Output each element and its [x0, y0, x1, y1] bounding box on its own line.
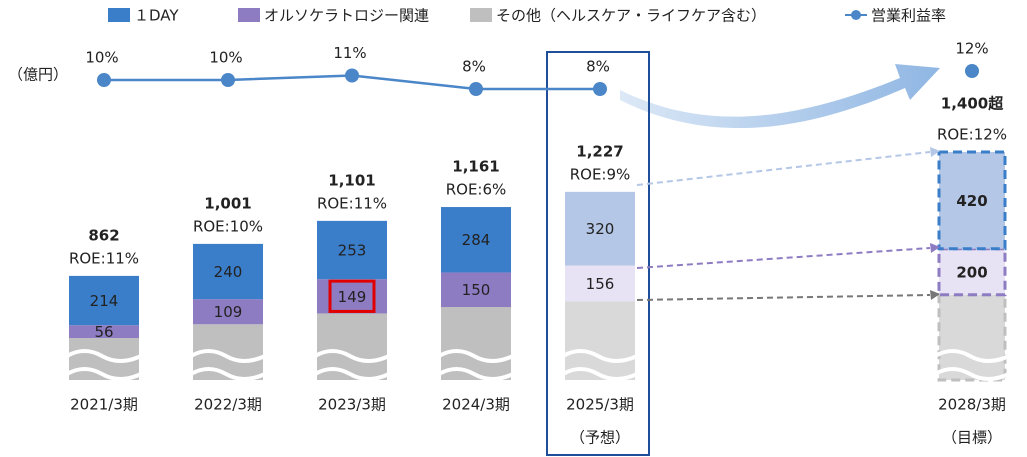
axis-break: [562, 367, 638, 381]
bar-segment: [193, 299, 263, 325]
total-label: 1,101: [328, 171, 375, 189]
roe-label: ROE:6%: [446, 181, 507, 199]
unit-label: （億円）: [8, 66, 68, 84]
legend-label: その他（ヘルスケア・ライフケア含む）: [496, 7, 766, 25]
roe-label: ROE:11%: [317, 194, 387, 212]
bar-segment: [317, 220, 387, 280]
x-tick-label: 2025/3期: [566, 396, 634, 414]
axis-break: [438, 367, 514, 381]
legend-label: オルソケラトロジー関連: [264, 7, 429, 25]
legend-marker: [851, 10, 861, 20]
axis-break: [66, 367, 142, 381]
plot: その他（ヘルスケア・ライフケア含む） オルソケラトロジー関連 １DAY 営業利益率 56…: [66, 7, 1010, 447]
x-tick-label: 2028/3期: [938, 396, 1006, 414]
margin-label: 11%: [333, 44, 366, 62]
axis-break: [190, 367, 266, 381]
total-label: 1,161: [452, 158, 499, 176]
margin-marker: [593, 82, 607, 96]
x-tick-label: 2021/3期: [70, 396, 138, 414]
bar-value-label: 56: [94, 323, 113, 341]
axis-break: [934, 367, 1010, 381]
guide-arrow: [636, 247, 931, 269]
axis-break: [438, 349, 514, 363]
roe-label: ROE:12%: [937, 126, 1007, 144]
bar-segment: [193, 243, 263, 300]
margin-marker: [965, 64, 979, 78]
margin-label: 8%: [462, 58, 486, 76]
legend-swatch: [238, 8, 260, 22]
bar-segment: [69, 275, 139, 326]
arrow-head: [930, 243, 940, 253]
margin-label: 10%: [209, 49, 242, 67]
x-sublabel: （目標）: [942, 429, 1002, 447]
x-tick-label: 2022/3期: [194, 396, 262, 414]
arrow-head: [930, 290, 940, 300]
axis-break: [190, 349, 266, 363]
margin-label: 12%: [955, 40, 988, 58]
bar-segment: [69, 325, 139, 339]
legend-label: １DAY: [134, 7, 179, 25]
axis-break: [562, 349, 638, 363]
total-label: 862: [88, 226, 119, 244]
trend-arrow: [620, 64, 940, 129]
bar-value-label: 284: [462, 231, 491, 249]
guide-arrow: [636, 151, 931, 186]
forecast-frame: [546, 51, 650, 456]
roe-label: ROE:9%: [570, 165, 631, 183]
bar-segment: [937, 293, 1007, 382]
bar-segment: [937, 150, 1007, 251]
margin-marker: [469, 82, 483, 96]
highlight-box: [328, 279, 376, 313]
total-label: 1,400超: [941, 95, 1004, 113]
bar-value-label: 149: [338, 288, 367, 306]
bar-value-label: 420: [956, 192, 987, 210]
margin-label: 8%: [586, 58, 610, 76]
axis-break: [314, 367, 390, 381]
legend-label: 営業利益率: [871, 7, 946, 25]
x-sublabel: （予想）: [570, 429, 630, 447]
arrow-head: [930, 147, 940, 157]
bar-segment: [565, 265, 635, 302]
axis-break: [314, 349, 390, 363]
bar-value-label: 240: [214, 263, 243, 281]
bar-value-label: 253: [338, 241, 367, 259]
roe-label: ROE:11%: [69, 249, 139, 267]
roe-label: ROE:10%: [193, 217, 263, 235]
bar-segment: [565, 191, 635, 266]
bar-segment: [441, 207, 511, 273]
total-label: 1,227: [576, 142, 623, 160]
x-tick-label: 2024/3期: [442, 396, 510, 414]
bar-value-label: 156: [586, 275, 615, 293]
margin-marker: [345, 68, 359, 83]
bar-value-label: 200: [956, 263, 987, 281]
bar-segment: [937, 247, 1007, 297]
x-tick-label: 2023/3期: [318, 396, 386, 414]
margin-label: 10%: [85, 49, 118, 67]
bar-segment: [441, 272, 511, 307]
legend-swatch: [108, 8, 130, 22]
bar-segment: [565, 301, 635, 380]
margin-marker: [97, 73, 111, 87]
bar-value-label: 109: [214, 303, 243, 321]
bar-value-label: 150: [462, 281, 491, 299]
bar-value-label: 214: [90, 292, 119, 310]
axis-break: [66, 349, 142, 363]
bar-value-label: 320: [586, 220, 615, 238]
axis-break: [934, 349, 1010, 363]
margin-marker: [221, 73, 235, 87]
total-label: 1,001: [204, 194, 251, 212]
guide-arrow: [636, 294, 931, 301]
legend-swatch: [470, 8, 492, 22]
